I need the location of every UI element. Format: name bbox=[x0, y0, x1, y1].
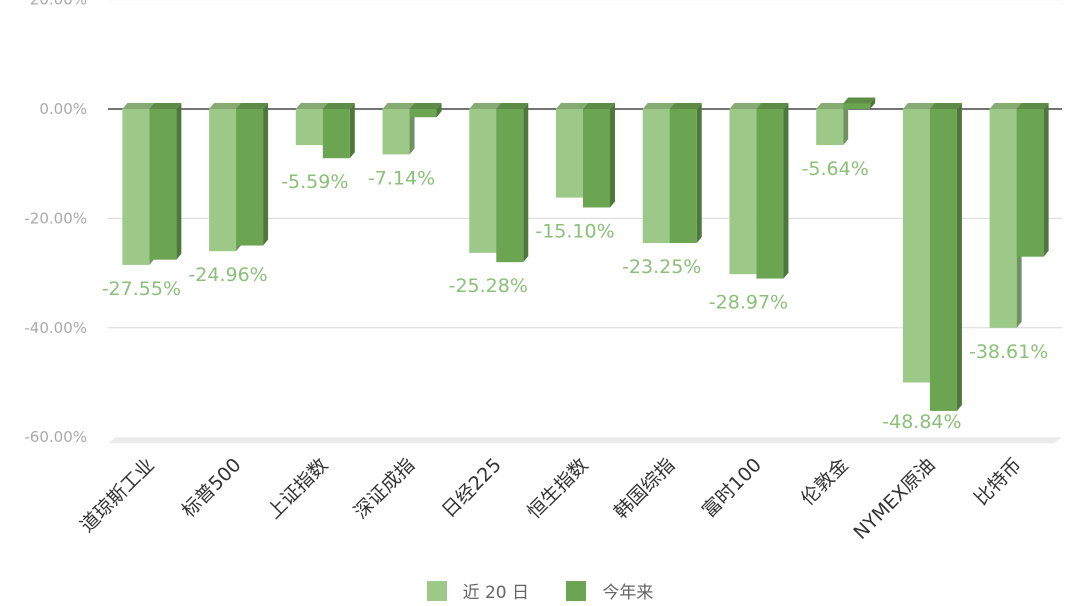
data-label: -28.97% bbox=[709, 292, 788, 314]
bar-series-2 bbox=[236, 103, 269, 246]
legend-label-series-1: 近 20 日 bbox=[462, 583, 530, 603]
bar-series-2 bbox=[1016, 103, 1049, 257]
legend-label-series-2: 今年来 bbox=[602, 583, 654, 603]
x-tick-label: 韩国综指 bbox=[610, 454, 679, 523]
bar-series-2 bbox=[929, 103, 962, 411]
bar-series-2 bbox=[843, 97, 876, 109]
data-label: -48.84% bbox=[882, 411, 961, 433]
data-label: -23.25% bbox=[622, 256, 701, 278]
y-tick-label: 0.00% bbox=[39, 100, 87, 118]
data-label: -25.28% bbox=[449, 275, 528, 297]
data-label: -7.14% bbox=[368, 167, 435, 189]
chart-floor bbox=[108, 437, 1062, 444]
chart-legend: 近 20 日 今年来 bbox=[0, 578, 1080, 606]
x-tick-label: 伦敦金 bbox=[797, 454, 853, 510]
data-label: -38.61% bbox=[969, 341, 1048, 363]
bar-series-2 bbox=[149, 103, 182, 260]
legend-swatch-series-1 bbox=[426, 580, 447, 601]
bar-series-2 bbox=[756, 103, 789, 279]
bar-series-1 bbox=[642, 103, 675, 244]
x-tick-label: 标普500 bbox=[178, 454, 246, 522]
x-tick-label: NYMEX原油 bbox=[849, 454, 939, 544]
bar-series-2 bbox=[669, 103, 702, 244]
bar-series-1 bbox=[816, 103, 849, 146]
y-tick-label: -40.00% bbox=[24, 319, 87, 337]
data-label: -27.55% bbox=[102, 278, 181, 300]
x-tick-label: 上证指数 bbox=[263, 454, 332, 523]
legend-swatch-series-2 bbox=[566, 580, 587, 601]
data-label: -5.59% bbox=[281, 171, 348, 193]
y-tick-label: -20.00% bbox=[24, 209, 87, 227]
legend-item-series-1: 近 20 日 bbox=[426, 578, 530, 603]
x-tick-label: 深证成指 bbox=[350, 454, 419, 523]
bar-series-2 bbox=[409, 103, 442, 118]
data-label: -15.10% bbox=[535, 220, 614, 242]
bar-series-2 bbox=[322, 103, 355, 159]
x-tick-label: 比特币 bbox=[970, 454, 1026, 510]
bar-series-2 bbox=[496, 103, 529, 263]
data-label: -24.96% bbox=[188, 264, 267, 286]
x-tick-label: 富时100 bbox=[698, 454, 766, 522]
x-tick-label: 道琼斯工业 bbox=[76, 454, 159, 537]
x-tick-label: 日经225 bbox=[438, 454, 506, 522]
bar-series-2 bbox=[583, 103, 615, 208]
y-tick-label: -60.00% bbox=[24, 428, 87, 446]
data-label: -5.64% bbox=[802, 158, 869, 180]
x-tick-label: 恒生指数 bbox=[523, 454, 592, 523]
legend-item-series-2: 今年来 bbox=[566, 578, 653, 603]
y-tick-label: 20.00% bbox=[30, 0, 87, 9]
